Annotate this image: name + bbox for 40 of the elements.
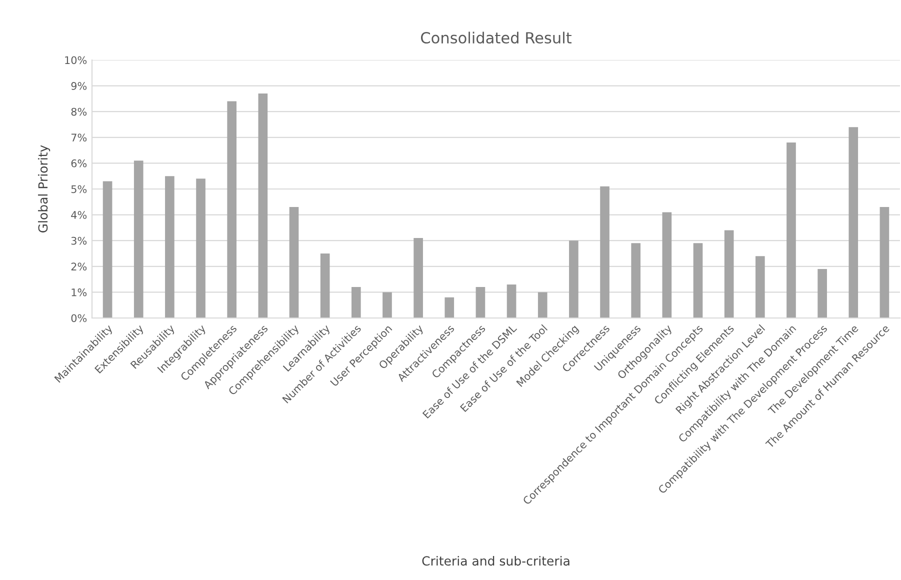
bar	[631, 243, 641, 318]
bar	[755, 256, 765, 318]
y-tick-label: 10%	[65, 56, 87, 64]
bar	[258, 94, 268, 318]
bar	[538, 292, 548, 318]
bar	[102, 181, 112, 318]
bar	[382, 292, 392, 318]
y-tick-label: 2%	[71, 262, 87, 271]
bar	[818, 268, 827, 318]
bar	[662, 212, 672, 318]
bar	[569, 240, 578, 318]
y-axis-title: Global Priority	[38, 145, 50, 232]
bar	[165, 176, 174, 318]
bar	[227, 101, 237, 318]
bar	[724, 230, 734, 318]
bar	[320, 254, 330, 318]
bar	[880, 207, 890, 318]
bar	[506, 284, 516, 318]
y-tick-label: 6%	[71, 159, 87, 168]
y-tick-label: 0%	[71, 314, 87, 322]
bar	[351, 287, 361, 318]
bar	[134, 160, 144, 318]
bar	[693, 243, 703, 318]
bar	[848, 127, 858, 318]
bar	[786, 142, 796, 318]
y-tick-label: 9%	[71, 82, 87, 90]
bar	[196, 178, 206, 318]
x-axis-title: Criteria and sub-criteria	[422, 556, 570, 566]
bar	[289, 207, 299, 318]
y-tick-label: 8%	[71, 108, 87, 116]
y-tick-label: 7%	[71, 134, 87, 142]
bar	[444, 297, 454, 318]
y-tick-label: 5%	[71, 185, 87, 194]
y-tick-label: 3%	[71, 236, 87, 245]
bar	[600, 186, 610, 318]
bar	[414, 238, 423, 318]
y-tick-label: 4%	[71, 211, 87, 219]
y-tick-label: 1%	[72, 288, 87, 296]
bar	[476, 287, 486, 318]
chart-title: Consolidated Result	[421, 32, 572, 44]
